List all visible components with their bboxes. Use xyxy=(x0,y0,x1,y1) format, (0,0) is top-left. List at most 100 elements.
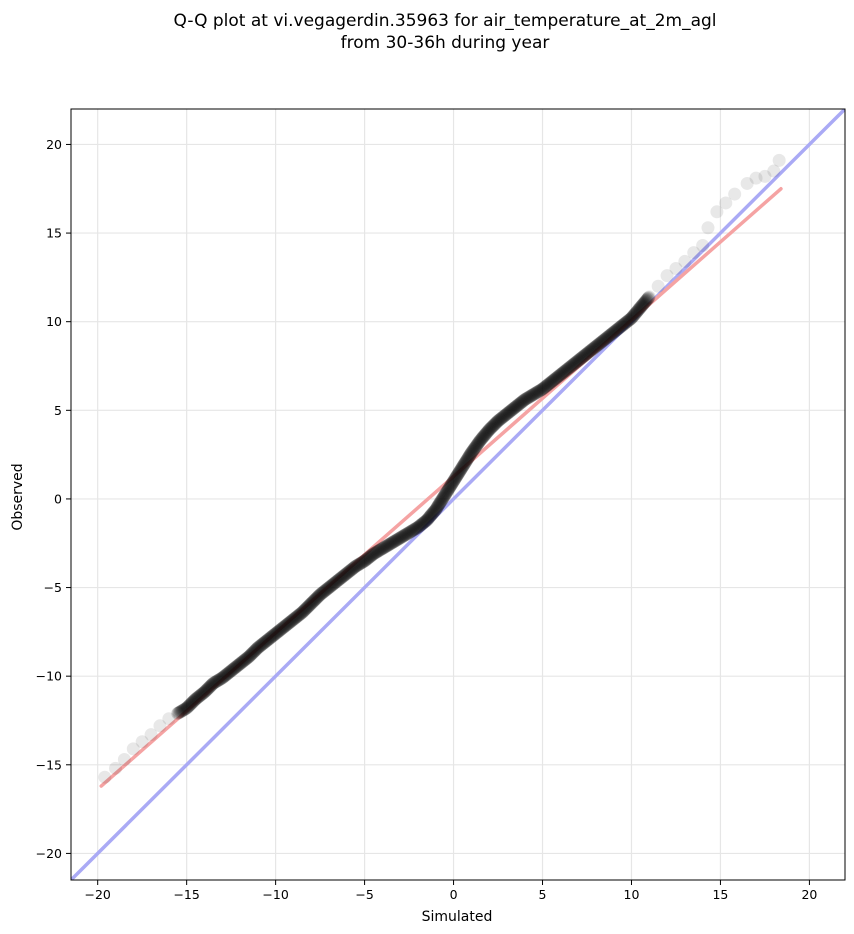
quantile-point xyxy=(495,410,509,424)
quantile-point xyxy=(334,571,348,585)
quantile-point xyxy=(370,545,384,559)
x-tick-label: 0 xyxy=(450,887,458,902)
quantile-point xyxy=(398,528,412,542)
quantile-point xyxy=(318,583,332,597)
quantile-point xyxy=(374,542,388,556)
quantile-point xyxy=(387,534,401,548)
quantile-point xyxy=(415,517,429,531)
quantile-point xyxy=(210,674,224,688)
quantile-point xyxy=(292,608,306,622)
x-tick-label: −5 xyxy=(355,887,373,902)
y-tick-label: −5 xyxy=(44,580,62,595)
quantile-point xyxy=(377,540,391,554)
quantile-point xyxy=(172,706,186,720)
quantile-point xyxy=(326,577,340,591)
quantile-point xyxy=(464,447,478,461)
quantile-point xyxy=(571,354,585,368)
quantile-point xyxy=(227,662,241,676)
quantile-point xyxy=(438,487,452,501)
quantile-point xyxy=(270,626,284,640)
quantile-point xyxy=(358,554,372,568)
quantile-point xyxy=(638,295,652,309)
quantile-point xyxy=(369,545,383,559)
quantile-point xyxy=(270,625,284,639)
quantile-point xyxy=(558,364,572,378)
quantile-point xyxy=(483,422,497,436)
quantile-point xyxy=(575,351,589,365)
quantile-point xyxy=(636,297,650,311)
quantile-point xyxy=(451,467,465,481)
quantile-point xyxy=(417,515,431,529)
quantile-point xyxy=(767,164,781,178)
quantile-point xyxy=(382,537,396,551)
quantile-point xyxy=(431,499,445,513)
quantile-point xyxy=(246,646,260,660)
quantile-point xyxy=(347,561,361,575)
quantile-point xyxy=(293,607,307,621)
x-tick-label: 5 xyxy=(539,887,547,902)
quantile-point xyxy=(482,423,496,437)
quantile-point xyxy=(242,650,256,664)
quantile-point xyxy=(215,671,229,685)
quantile-point xyxy=(457,457,471,471)
quantile-point xyxy=(283,615,297,629)
quantile-point xyxy=(337,568,351,582)
quantile-point xyxy=(621,314,635,328)
quantile-point xyxy=(401,526,415,540)
quantile-point xyxy=(505,403,519,417)
quantile-point xyxy=(429,502,443,516)
quantile-point xyxy=(598,332,612,346)
quantile-point xyxy=(543,376,557,390)
grid-lines xyxy=(71,109,845,880)
fitted-line xyxy=(99,187,783,788)
quantile-point xyxy=(332,573,346,587)
quantile-point xyxy=(399,527,413,541)
quantile-point xyxy=(553,368,567,382)
quantile-point xyxy=(545,374,559,388)
quantile-point xyxy=(262,632,276,646)
quantile-point xyxy=(455,460,469,474)
quantile-point xyxy=(563,360,577,374)
quantile-point xyxy=(448,471,462,485)
quantile-point xyxy=(479,426,493,440)
quantile-point xyxy=(521,391,535,405)
quantile-point xyxy=(533,384,547,398)
quantile-point xyxy=(696,238,710,252)
quantile-point xyxy=(589,340,603,354)
quantile-point xyxy=(588,340,602,354)
quantile-point xyxy=(513,396,527,410)
quantile-point xyxy=(224,664,238,678)
quantile-point xyxy=(352,558,366,572)
quantile-point xyxy=(202,680,216,694)
quantile-point xyxy=(286,613,300,627)
quantile-point xyxy=(566,358,580,372)
quantile-point xyxy=(335,570,349,584)
quantile-point xyxy=(274,622,288,636)
quantile-point xyxy=(311,589,325,603)
quantile-point xyxy=(288,611,302,625)
quantile-point xyxy=(306,595,320,609)
quantile-point xyxy=(323,580,337,594)
quantile-point xyxy=(238,653,252,667)
quantile-point xyxy=(600,331,614,345)
quantile-point xyxy=(510,399,524,413)
quantile-point xyxy=(197,686,211,700)
quantile-point xyxy=(633,301,647,315)
quantile-point xyxy=(349,559,363,573)
quantile-point xyxy=(195,687,209,701)
quantile-point xyxy=(432,498,446,512)
quantile-point xyxy=(213,672,227,686)
quantile-point xyxy=(230,659,244,673)
y-tick-label: −20 xyxy=(36,846,62,861)
quantile-point xyxy=(489,416,503,430)
quantile-point xyxy=(390,533,404,547)
quantile-point xyxy=(582,345,596,359)
quantile-point xyxy=(444,478,458,492)
quantile-point xyxy=(256,637,270,651)
quantile-point xyxy=(204,679,218,693)
quantile-point xyxy=(475,431,489,445)
quantile-point xyxy=(361,551,375,565)
quantile-point xyxy=(284,615,298,629)
quantile-point xyxy=(509,400,523,414)
quantile-point xyxy=(338,568,352,582)
